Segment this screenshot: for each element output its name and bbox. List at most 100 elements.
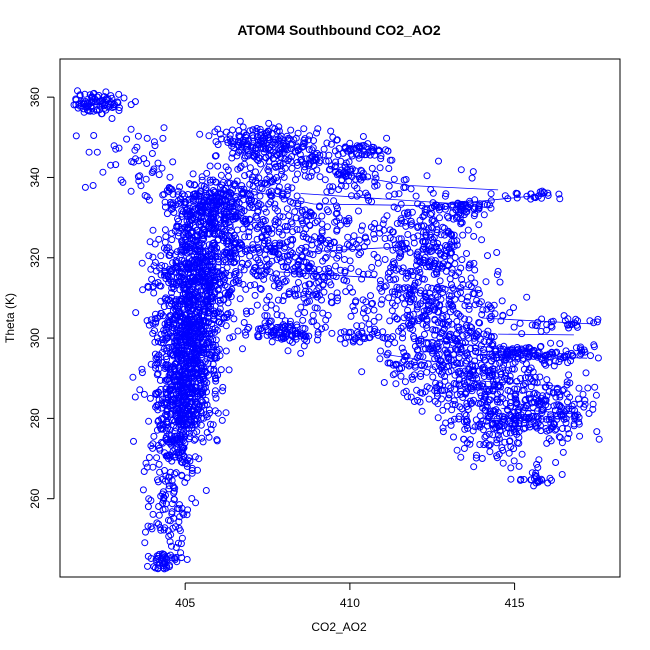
data-point <box>224 179 232 187</box>
data-point <box>136 172 144 180</box>
data-point <box>355 236 363 244</box>
data-point <box>141 192 149 199</box>
data-point <box>294 170 301 178</box>
data-point <box>161 226 169 234</box>
data-point <box>198 213 205 221</box>
data-point <box>499 459 507 467</box>
data-point <box>169 158 177 166</box>
data-point <box>148 169 156 176</box>
data-point <box>261 132 269 140</box>
data-point <box>190 202 198 210</box>
data-point <box>486 448 494 456</box>
data-point <box>587 352 594 360</box>
data-point <box>222 347 230 355</box>
data-point <box>144 562 151 570</box>
data-point <box>178 190 186 198</box>
chart-title: ATOM4 Southbound CO2_AO2 <box>237 22 440 38</box>
data-point <box>152 319 160 327</box>
data-point <box>293 192 301 200</box>
data-point <box>407 393 415 401</box>
data-point <box>383 242 391 250</box>
data-point <box>188 410 196 418</box>
data-point <box>196 248 204 256</box>
data-point <box>211 387 219 395</box>
data-point <box>169 435 177 443</box>
data-point <box>279 139 287 147</box>
track-line <box>498 333 574 336</box>
data-point <box>516 319 524 327</box>
data-point <box>182 386 190 393</box>
data-point <box>386 317 394 325</box>
data-point <box>342 182 350 190</box>
data-point <box>371 170 379 178</box>
data-point <box>210 365 218 373</box>
data-point <box>142 175 150 183</box>
data-point <box>188 467 196 474</box>
data-point <box>180 406 188 414</box>
data-point <box>427 211 435 219</box>
data-point <box>239 345 246 353</box>
data-point <box>418 407 426 415</box>
data-point <box>323 139 331 147</box>
data-point <box>242 307 250 315</box>
data-point <box>288 164 296 172</box>
data-point <box>576 432 584 440</box>
data-point <box>178 381 186 389</box>
data-point <box>196 130 204 138</box>
data-point <box>203 429 211 436</box>
data-point <box>392 380 400 388</box>
data-point <box>81 90 89 98</box>
data-point <box>429 373 437 381</box>
data-point <box>157 297 165 305</box>
data-point <box>206 162 214 170</box>
data-point <box>161 411 169 419</box>
data-point <box>436 214 443 222</box>
data-point <box>172 523 179 531</box>
data-point <box>350 232 358 240</box>
data-point <box>221 211 229 219</box>
plot-frame <box>59 58 621 578</box>
data-point <box>265 167 273 175</box>
data-points <box>70 87 603 573</box>
data-point <box>384 340 392 348</box>
data-point <box>178 210 186 218</box>
data-point <box>140 390 148 398</box>
data-point <box>287 126 295 134</box>
data-point <box>153 454 161 462</box>
data-point <box>147 442 155 450</box>
data-point <box>401 378 409 386</box>
data-point <box>224 310 232 318</box>
y-tick-label: 360 <box>28 87 42 107</box>
data-point <box>227 138 235 146</box>
data-point <box>211 325 219 333</box>
data-point <box>286 135 293 143</box>
data-point <box>159 496 167 504</box>
data-point <box>196 200 204 208</box>
data-point <box>498 297 506 305</box>
data-point <box>164 376 171 384</box>
data-point <box>136 386 144 394</box>
data-point <box>316 173 324 181</box>
data-point <box>155 351 163 359</box>
data-point <box>226 334 234 342</box>
data-point <box>139 286 147 294</box>
data-point <box>188 323 196 331</box>
data-point <box>253 133 261 141</box>
data-point <box>123 135 131 143</box>
data-point <box>151 258 159 266</box>
data-point <box>188 194 196 202</box>
data-point <box>202 184 210 192</box>
data-point <box>214 409 222 417</box>
data-point <box>585 410 593 417</box>
data-point <box>165 473 173 481</box>
data-point <box>183 217 191 225</box>
data-point <box>323 223 331 231</box>
data-point <box>182 318 190 325</box>
data-point <box>537 327 545 335</box>
data-point <box>331 218 339 226</box>
data-point <box>178 410 186 418</box>
data-point <box>565 371 573 379</box>
data-point <box>543 376 551 384</box>
data-point <box>179 399 187 407</box>
